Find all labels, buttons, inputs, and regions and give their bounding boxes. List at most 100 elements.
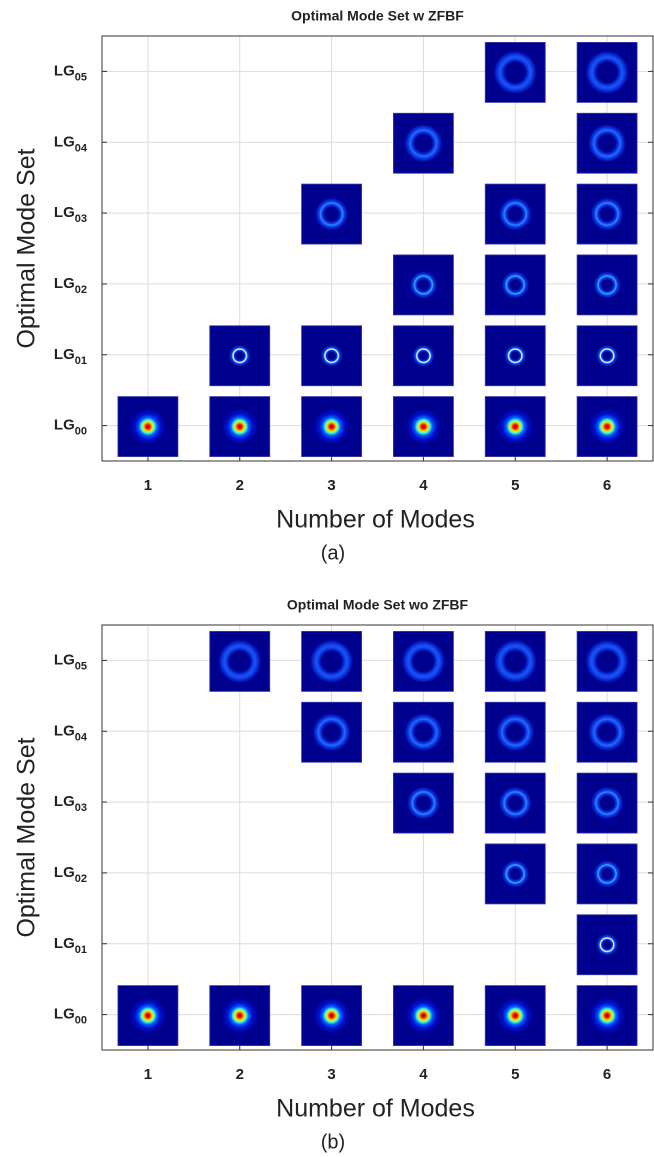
- y-tick-label: LG00: [54, 1006, 87, 1027]
- mode-image: [577, 986, 637, 1046]
- chart-title: Optimal Mode Set wo ZFBF: [287, 597, 469, 613]
- y-tick-label: LG03: [54, 204, 87, 225]
- mode-image: [393, 397, 453, 457]
- y-tick-text: LG: [54, 204, 75, 221]
- y-tick-subscript: 02: [75, 873, 87, 885]
- y-tick-text: LG: [54, 935, 75, 952]
- y-tick-subscript: 05: [75, 660, 87, 672]
- y-tick-label: LG04: [54, 133, 88, 154]
- mode-image: [485, 844, 545, 904]
- mode-image: [393, 631, 453, 691]
- mode-image: [118, 397, 178, 457]
- mode-image: [485, 986, 545, 1046]
- mode-image: [485, 326, 545, 386]
- mode-image: [577, 184, 637, 244]
- figure: Optimal Mode Set w ZFBF123456LG00LG01LG0…: [0, 0, 654, 1157]
- mode-image: [577, 631, 637, 691]
- mode-image: [393, 113, 453, 173]
- mode-image: [577, 113, 637, 173]
- mode-image: [210, 326, 270, 386]
- y-tick-text: LG: [54, 417, 75, 434]
- mode-image: [485, 631, 545, 691]
- mode-image: [577, 397, 637, 457]
- y-tick-subscript: 04: [75, 731, 88, 743]
- mode-image: [302, 184, 362, 244]
- mode-image: [485, 702, 545, 762]
- x-tick-label: 6: [603, 1066, 611, 1083]
- mode-image: [577, 255, 637, 315]
- x-axis-label: Number of Modes: [276, 1095, 475, 1123]
- mode-image: [485, 42, 545, 102]
- y-tick-text: LG: [54, 864, 75, 881]
- mode-image: [393, 773, 453, 833]
- mode-image: [302, 397, 362, 457]
- y-tick-subscript: 05: [75, 71, 87, 83]
- mode-image: [485, 397, 545, 457]
- x-axis-label: Number of Modes: [276, 506, 475, 534]
- x-tick-label: 2: [236, 1066, 244, 1083]
- mode-image: [393, 702, 453, 762]
- y-tick-label: LG05: [54, 62, 87, 83]
- y-tick-subscript: 01: [75, 355, 87, 367]
- mode-image: [393, 326, 453, 386]
- plot-frame: [102, 36, 653, 461]
- mode-image: [393, 255, 453, 315]
- mode-image: [577, 915, 637, 975]
- mode-image: [577, 844, 637, 904]
- y-tick-text: LG: [54, 793, 75, 810]
- x-tick-label: 3: [327, 477, 335, 494]
- mode-image: [302, 986, 362, 1046]
- mode-image: [210, 397, 270, 457]
- y-tick-label: LG05: [54, 651, 87, 672]
- y-tick-text: LG: [54, 346, 75, 363]
- y-tick-text: LG: [54, 62, 75, 79]
- caption: (a): [321, 542, 345, 564]
- mode-image: [302, 702, 362, 762]
- y-tick-label: LG02: [54, 275, 87, 296]
- mode-image: [577, 42, 637, 102]
- x-tick-label: 5: [511, 477, 519, 494]
- mode-image: [577, 326, 637, 386]
- y-tick-label: LG01: [54, 935, 87, 956]
- y-tick-subscript: 00: [75, 1014, 87, 1026]
- y-tick-label: LG03: [54, 793, 87, 814]
- y-tick-text: LG: [54, 651, 75, 668]
- mode-image: [393, 986, 453, 1046]
- y-axis-label: Optimal Mode Set: [13, 148, 41, 348]
- y-tick-text: LG: [54, 275, 75, 292]
- mode-image: [210, 986, 270, 1046]
- caption: (b): [321, 1131, 345, 1153]
- y-tick-label: LG01: [54, 346, 87, 367]
- y-tick-label: LG02: [54, 864, 87, 885]
- mode-image: [485, 255, 545, 315]
- plot-frame: [102, 625, 653, 1050]
- y-tick-subscript: 04: [75, 142, 88, 154]
- mode-image: [485, 184, 545, 244]
- x-tick-label: 4: [419, 1066, 428, 1083]
- y-tick-subscript: 03: [75, 213, 87, 225]
- y-tick-subscript: 01: [75, 944, 87, 956]
- y-tick-text: LG: [54, 133, 75, 150]
- mode-image: [302, 631, 362, 691]
- y-tick-label: LG00: [54, 417, 87, 438]
- mode-image: [210, 631, 270, 691]
- mode-image: [485, 773, 545, 833]
- y-tick-text: LG: [54, 722, 75, 739]
- y-tick-subscript: 02: [75, 284, 87, 296]
- y-tick-subscript: 00: [75, 425, 87, 437]
- mode-image: [302, 326, 362, 386]
- y-tick-text: LG: [54, 1006, 75, 1023]
- mode-image: [577, 702, 637, 762]
- y-tick-label: LG04: [54, 722, 88, 743]
- x-tick-label: 3: [327, 1066, 335, 1083]
- x-tick-label: 5: [511, 1066, 519, 1083]
- mode-image: [577, 773, 637, 833]
- y-tick-subscript: 03: [75, 802, 87, 814]
- x-tick-label: 2: [236, 477, 244, 494]
- x-tick-label: 1: [144, 1066, 152, 1083]
- y-axis-label: Optimal Mode Set: [13, 737, 41, 937]
- x-tick-label: 6: [603, 477, 611, 494]
- x-tick-label: 4: [419, 477, 428, 494]
- x-tick-label: 1: [144, 477, 152, 494]
- chart-title: Optimal Mode Set w ZFBF: [291, 8, 464, 24]
